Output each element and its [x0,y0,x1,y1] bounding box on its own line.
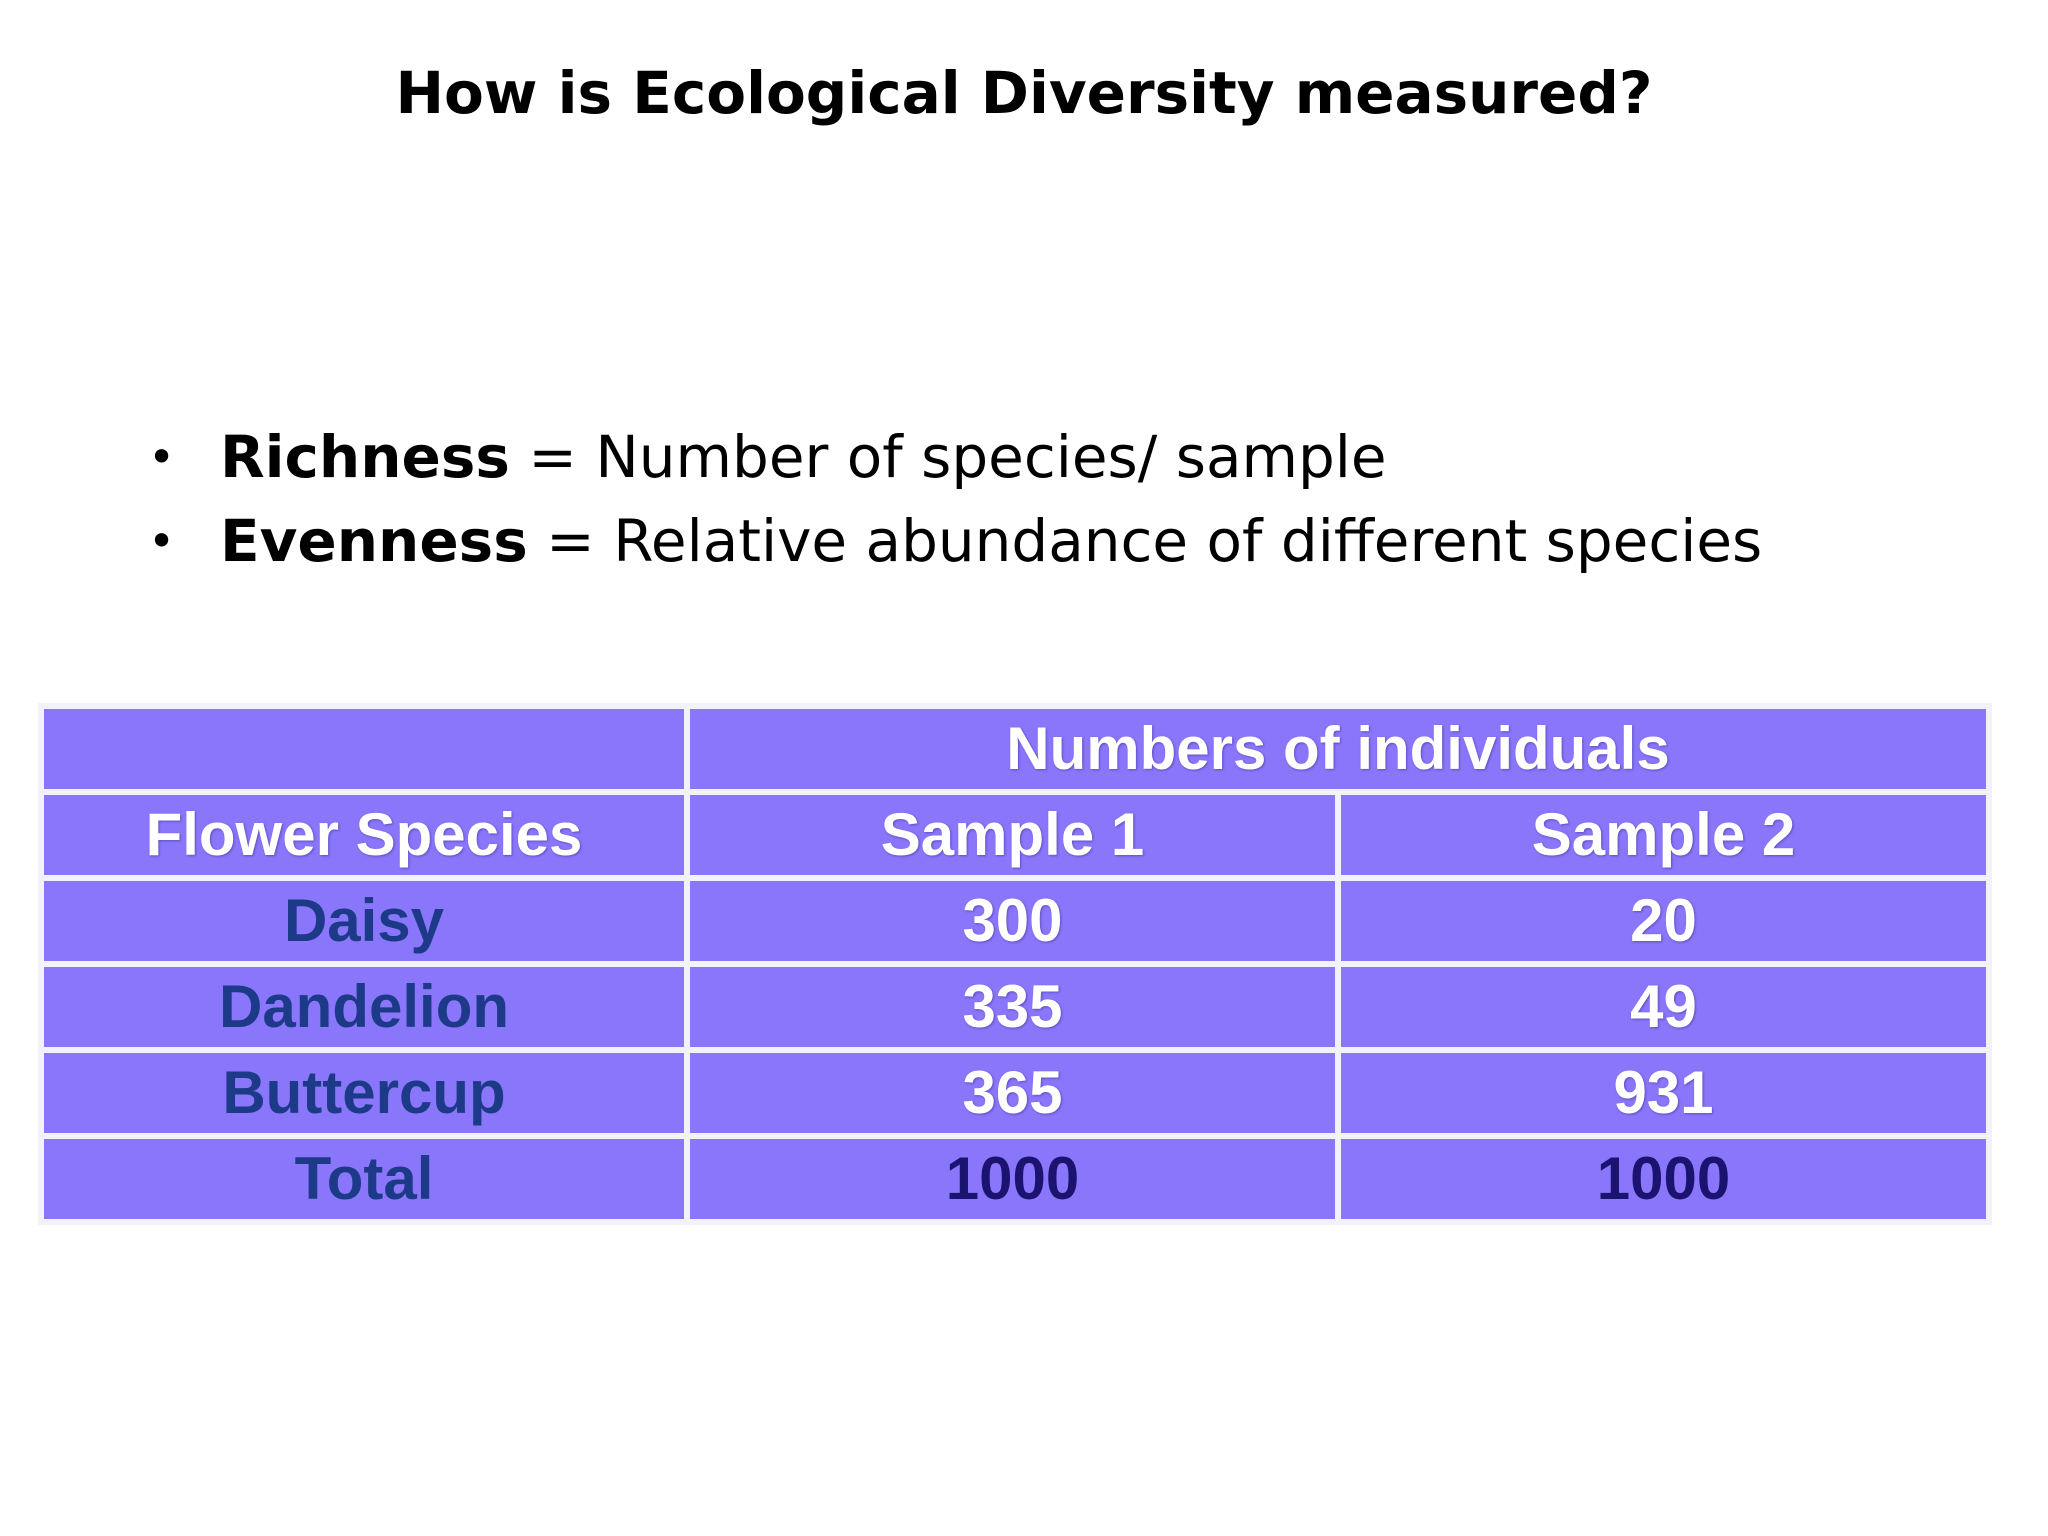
species-table: Numbers of individuals Flower Species Sa… [38,703,1992,1225]
table-column-header: Sample 1 [690,795,1335,875]
slide-title: How is Ecological Diversity measured? [395,59,1653,127]
table-species-cell: Buttercup [44,1053,684,1133]
table-total-label: Total [44,1139,684,1219]
bullet-dot-icon: • [148,430,176,484]
table-value-cell: 335 [690,967,1335,1047]
table-group-header: Numbers of individuals [690,709,1986,789]
table-empty-corner-cell [44,709,684,789]
table-species-cell: Daisy [44,881,684,961]
table-row: Daisy 300 20 [44,881,1986,961]
table-value-cell: 300 [690,881,1335,961]
table-species-cell: Dandelion [44,967,684,1047]
bullet-definition: = Number of species/ sample [509,423,1387,491]
bullet-dot-icon: • [148,514,176,568]
bullet-term: Evenness [220,507,528,575]
table-row: Dandelion 335 49 [44,967,1986,1047]
table-value-cell: 49 [1341,967,1986,1047]
bullet-item-evenness: • Evenness = Relative abundance of diffe… [148,499,1762,583]
bullet-list: • Richness = Number of species/ sample •… [148,415,1762,583]
bullet-item-richness: • Richness = Number of species/ sample [148,415,1762,499]
table-column-header: Flower Species [44,795,684,875]
table-header-row: Flower Species Sample 1 Sample 2 [44,795,1986,875]
table-row: Buttercup 365 931 [44,1053,1986,1133]
table-total-value: 1000 [1341,1139,1986,1219]
table-total-row: Total 1000 1000 [44,1139,1986,1219]
table-total-value: 1000 [690,1139,1335,1219]
bullet-term: Richness [220,423,510,491]
table-value-cell: 20 [1341,881,1986,961]
table-value-cell: 931 [1341,1053,1986,1133]
table-value-cell: 365 [690,1053,1335,1133]
table-group-header-row: Numbers of individuals [44,709,1986,789]
table-column-header: Sample 2 [1341,795,1986,875]
bullet-definition: = Relative abundance of different specie… [527,507,1763,575]
